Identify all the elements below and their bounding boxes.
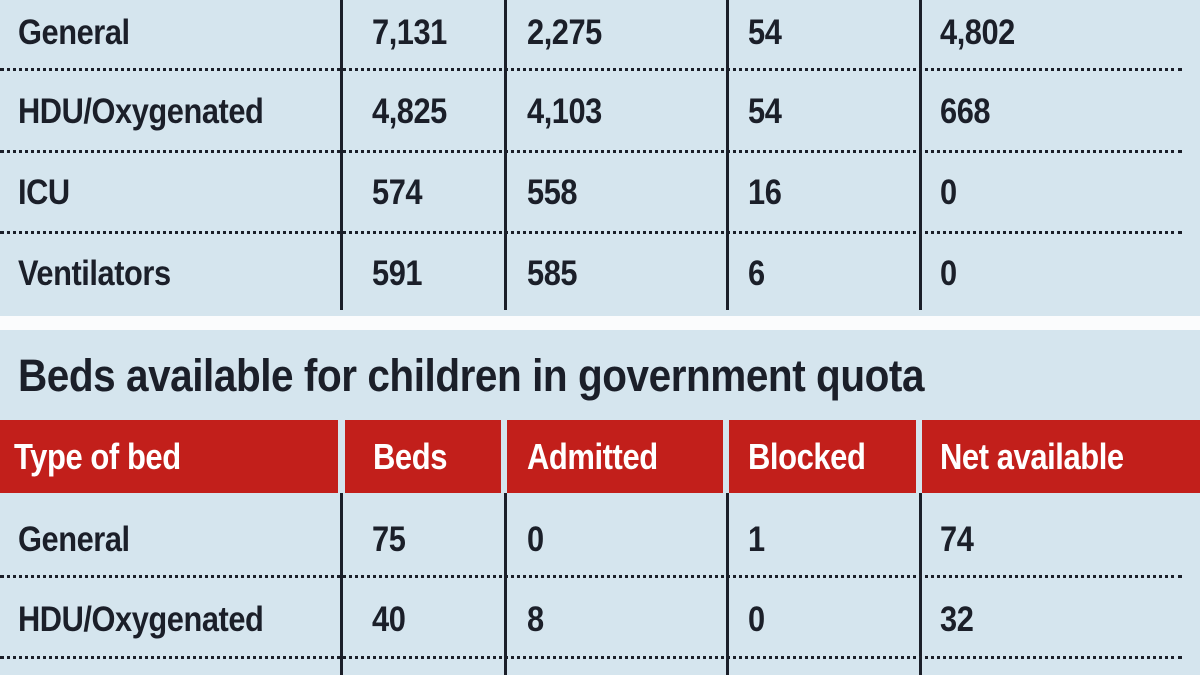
column-header: Type of bed (0, 420, 338, 493)
column-divider (726, 493, 729, 675)
column-divider (504, 493, 507, 675)
blocked-value: 54 (748, 13, 782, 52)
net-available-value: 74 (940, 520, 974, 559)
bed-type: HDU/Oxygenated (18, 92, 264, 131)
admitted-value: 558 (527, 173, 578, 212)
admitted-value: 585 (527, 254, 578, 293)
blocked-value: 6 (748, 254, 765, 293)
admitted-value: 2,275 (527, 13, 602, 52)
blocked-value: 16 (748, 173, 782, 212)
column-divider (340, 0, 343, 310)
column-header: Blocked (729, 420, 916, 493)
admitted-value: 0 (527, 520, 544, 559)
blocked-value: 1 (748, 520, 765, 559)
column-header: Admitted (507, 420, 723, 493)
net-available-value: 0 (940, 254, 957, 293)
column-header: Net available (922, 420, 1200, 493)
admitted-value: 4,103 (527, 92, 602, 131)
section-separator (0, 316, 1200, 330)
beds-value: 75 (372, 520, 406, 559)
blocked-value: 0 (748, 600, 765, 639)
blocked-value: 54 (748, 92, 782, 131)
beds-value: 574 (372, 173, 423, 212)
row-divider (0, 575, 1182, 578)
column-divider (919, 493, 922, 675)
admitted-value: 8 (527, 600, 544, 639)
bed-type: General (18, 13, 130, 52)
net-available-value: 668 (940, 92, 991, 131)
table-title: Beds available for children in governmen… (18, 350, 925, 401)
column-divider (340, 493, 343, 675)
column-divider (726, 0, 729, 310)
row-divider (0, 231, 1182, 234)
column-divider (919, 0, 922, 310)
row-divider (0, 656, 1182, 659)
beds-value: 591 (372, 254, 423, 293)
bed-type: HDU/Oxygenated (18, 600, 264, 639)
bed-type: ICU (18, 173, 70, 212)
bed-type: Ventilators (18, 254, 171, 293)
beds-value: 40 (372, 600, 406, 639)
column-header: Beds (345, 420, 501, 493)
beds-value: 4,825 (372, 92, 447, 131)
net-available-value: 4,802 (940, 13, 1015, 52)
beds-value: 7,131 (372, 13, 447, 52)
column-divider (504, 0, 507, 310)
bed-type: General (18, 520, 130, 559)
row-divider (0, 150, 1182, 153)
net-available-value: 32 (940, 600, 974, 639)
row-divider (0, 68, 1182, 71)
net-available-value: 0 (940, 173, 957, 212)
